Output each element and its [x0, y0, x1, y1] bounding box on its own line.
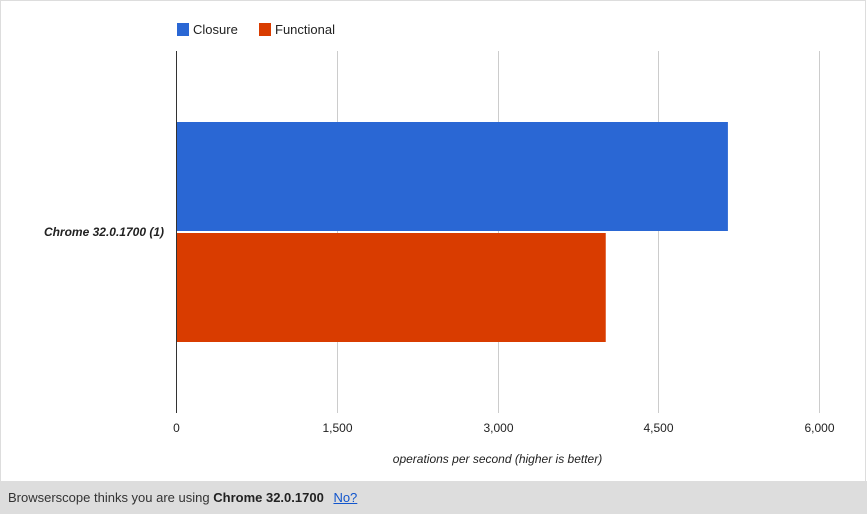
browser-detection-bar: Browserscope thinks you are using Chrome…: [0, 481, 867, 514]
bar-chart: 0 1,500 3,000 4,500 6,000 Chrome 32.0.1700 (1…: [44, 22, 835, 466]
x-tick-label: 0: [173, 421, 180, 435]
legend-label-functional: Functional: [275, 22, 335, 37]
x-tick-label: 4,500: [643, 421, 673, 435]
x-tick-label: 3,000: [483, 421, 513, 435]
legend-label-closure: Closure: [193, 22, 238, 37]
bar-closure: [176, 122, 728, 231]
x-tick-label: 1,500: [322, 421, 352, 435]
chart-frame: 0 1,500 3,000 4,500 6,000 Chrome 32.0.1700 (1…: [0, 0, 866, 481]
legend-swatch-closure: [177, 23, 189, 36]
bar-functional: [176, 233, 606, 342]
not-my-browser-link[interactable]: No?: [333, 490, 358, 505]
legend-swatch-functional: [259, 23, 271, 36]
x-axis-title: operations per second (higher is better): [393, 452, 602, 466]
x-tick-label: 6,000: [804, 421, 834, 435]
detected-browser: Chrome 32.0.1700: [213, 490, 324, 505]
detection-text: Browserscope thinks you are using: [8, 490, 210, 505]
category-label: Chrome 32.0.1700 (1): [44, 225, 164, 239]
